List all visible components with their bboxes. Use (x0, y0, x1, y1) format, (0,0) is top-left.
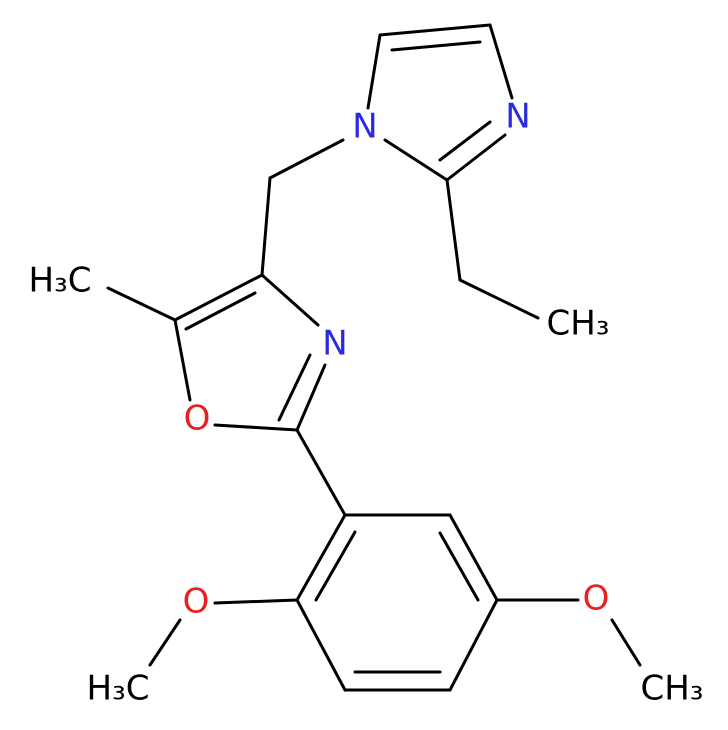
atom-label: CH₃ (547, 304, 610, 344)
atom-label: O (183, 582, 210, 622)
atom-label: H₃C (87, 669, 150, 709)
atom-label: N (322, 324, 347, 364)
atom-label: O (184, 399, 211, 439)
atom-label: O (583, 579, 610, 619)
atom-label: CH₃ (641, 669, 704, 709)
atom-label: H₃C (29, 261, 92, 301)
atom-label: N (505, 97, 530, 137)
bonds (106, 23, 642, 692)
atom-labels: N N H₃C CH₃ N O O H₃C O CH₃ (29, 97, 704, 709)
atom-label: N (352, 107, 377, 147)
